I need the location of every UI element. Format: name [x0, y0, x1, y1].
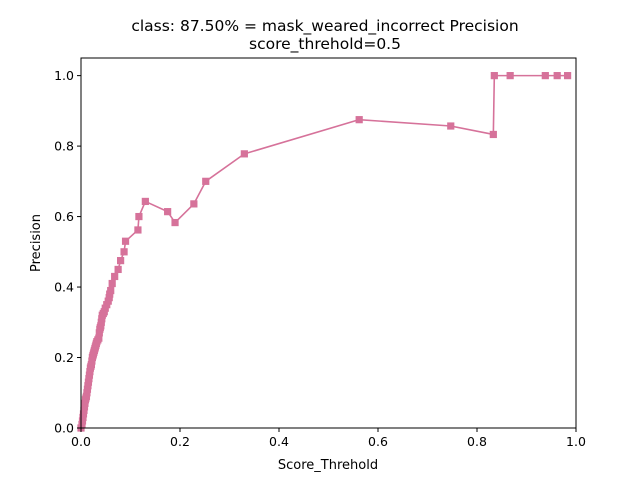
y-tick-label: 0.2 — [54, 350, 74, 365]
data-point — [135, 212, 143, 221]
data-point — [164, 208, 172, 216]
data-point — [202, 177, 210, 185]
x-tick-label: 0.8 — [467, 434, 487, 449]
y-axis-label: Precision — [29, 214, 44, 272]
x-tick-label: 0.0 — [71, 434, 91, 449]
axes-frame — [80, 57, 577, 429]
data-point — [553, 72, 561, 80]
data-point — [489, 130, 497, 139]
data-point — [95, 334, 103, 342]
data-point — [490, 72, 498, 80]
data-point — [190, 200, 198, 208]
chart-title-line-1: class: 87.50% = mask_weared_incorrect Pr… — [131, 17, 518, 36]
data-point — [506, 72, 514, 80]
x-tick-label: 0.6 — [368, 434, 388, 449]
data-point — [447, 122, 455, 130]
data-point — [111, 272, 119, 281]
data-point — [121, 237, 130, 245]
data-point — [120, 248, 128, 256]
x-axis-label: Score_Threhold — [278, 458, 378, 473]
y-tick-label: 0.4 — [54, 280, 74, 295]
x-tick-label: 0.2 — [170, 434, 190, 449]
data-point — [563, 72, 572, 80]
y-tick-label: 0.6 — [54, 209, 74, 224]
data-point — [355, 116, 363, 124]
data-point — [541, 72, 549, 80]
data-point — [134, 226, 142, 234]
data-point — [107, 286, 115, 295]
data-point — [114, 265, 122, 274]
data-point — [117, 257, 125, 265]
plot-area: 0.0 0.2 0.4 0.6 0.8 1.0 0.0 0.2 0.4 0.6 0.8 1.0 — [54, 57, 586, 449]
data-point — [171, 218, 179, 227]
y-tick-label: 1.0 — [54, 68, 74, 83]
x-tick-label: 0.4 — [269, 434, 289, 449]
series-line-0 — [80, 74, 568, 429]
y-tick-label: 0.8 — [54, 139, 74, 154]
y-tick-label: 0.0 — [54, 421, 74, 436]
x-tick-label: 1.0 — [566, 434, 586, 449]
data-point — [108, 279, 116, 288]
data-point — [240, 150, 248, 158]
data-point — [141, 197, 149, 206]
chart-title-line-2: score_threhold=0.5 — [249, 35, 401, 54]
